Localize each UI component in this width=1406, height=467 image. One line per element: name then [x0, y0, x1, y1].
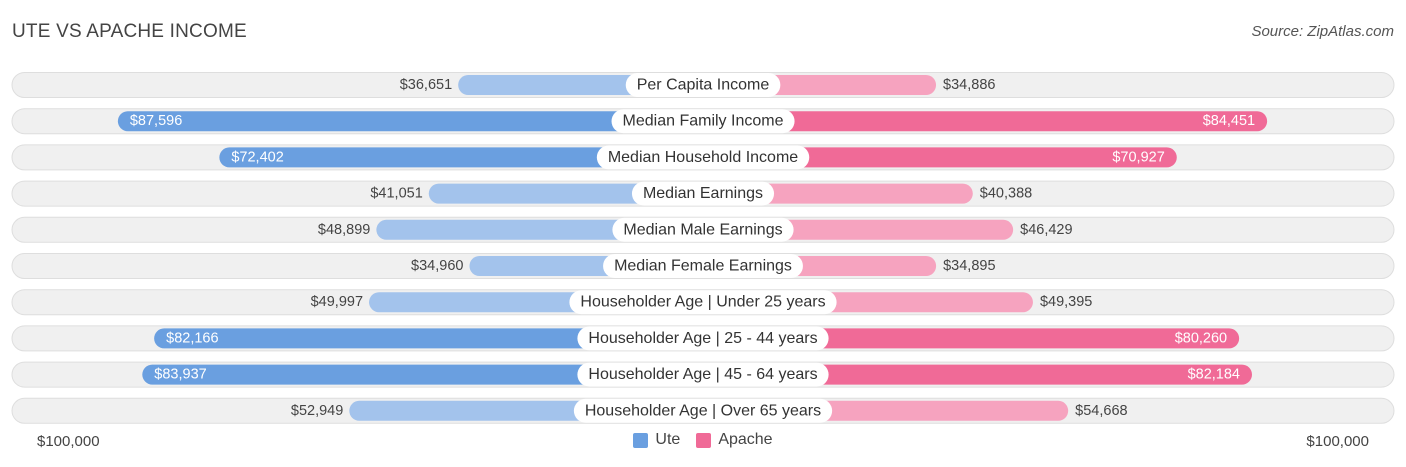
value-label-apache: $70,927 — [1112, 149, 1164, 165]
legend-label-apache: Apache — [718, 431, 773, 448]
category-label: Householder Age | 45 - 64 years — [588, 366, 817, 383]
category-pill — [612, 217, 794, 242]
value-label-ute: $82,166 — [166, 330, 218, 346]
category-pill — [631, 181, 775, 206]
value-label-apache: $84,451 — [1203, 113, 1255, 129]
value-label-ute: $52,949 — [291, 403, 343, 419]
chart-title: UTE VS APACHE INCOME — [12, 21, 247, 42]
category-pill — [577, 326, 829, 351]
category-pill — [577, 362, 829, 387]
category-label: Median Household Income — [608, 149, 798, 166]
axis-right-label: $100,000 — [1306, 433, 1369, 450]
category-label: Householder Age | Under 25 years — [580, 294, 825, 311]
category-pill — [611, 109, 795, 134]
value-label-ute: $36,651 — [400, 77, 452, 93]
value-label-apache: $34,895 — [943, 258, 995, 274]
value-label-apache: $49,395 — [1040, 294, 1092, 310]
legend-item-apache: Apache — [696, 431, 773, 449]
legend: Ute Apache — [0, 431, 1406, 449]
category-pill — [596, 145, 810, 170]
category-pill — [569, 290, 837, 315]
value-label-apache: $34,886 — [943, 77, 995, 93]
bar-apache — [703, 364, 1252, 385]
legend-label-ute: Ute — [655, 431, 681, 448]
category-label: Householder Age | 25 - 44 years — [588, 330, 817, 347]
value-label-apache: $40,388 — [980, 186, 1032, 202]
value-label-apache: $82,184 — [1188, 367, 1240, 383]
value-label-ute: $72,402 — [231, 149, 283, 165]
value-label-ute: $83,937 — [154, 367, 206, 383]
category-pill — [603, 254, 803, 278]
category-pill — [625, 73, 781, 97]
category-label: Median Family Income — [623, 113, 784, 130]
bar-apache — [703, 328, 1240, 349]
value-label-ute: $34,960 — [411, 258, 463, 274]
value-label-ute: $87,596 — [130, 113, 182, 129]
legend-swatch-apache — [696, 432, 712, 448]
bar-apache — [703, 111, 1268, 132]
value-label-ute: $49,997 — [311, 294, 363, 310]
value-label-ute: $48,899 — [318, 222, 370, 238]
value-label-apache: $54,668 — [1075, 403, 1127, 419]
value-label-apache: $80,260 — [1175, 330, 1227, 346]
category-label: Median Earnings — [643, 185, 763, 202]
category-label: Per Capita Income — [637, 77, 770, 94]
category-pill — [573, 398, 833, 423]
axis-left-label: $100,000 — [37, 433, 100, 450]
bar-ute — [154, 328, 704, 349]
legend-swatch-ute — [633, 432, 649, 448]
value-label-apache: $46,429 — [1020, 222, 1072, 238]
bar-ute — [142, 364, 703, 385]
value-label-ute: $41,051 — [370, 186, 422, 202]
bar-apache — [703, 147, 1177, 168]
chart-svg: $36,651 $34,886 Per Capita Income $87,596 $8… — [11, 72, 1395, 424]
category-label: Median Female Earnings — [614, 258, 792, 275]
bar-ute — [117, 111, 704, 132]
category-label: Householder Age | Over 65 years — [585, 402, 821, 419]
category-label: Median Male Earnings — [623, 221, 782, 238]
source-label: Source: ZipAtlas.com — [1251, 23, 1394, 40]
bar-ute — [219, 147, 703, 168]
legend-item-ute: Ute — [633, 431, 680, 449]
